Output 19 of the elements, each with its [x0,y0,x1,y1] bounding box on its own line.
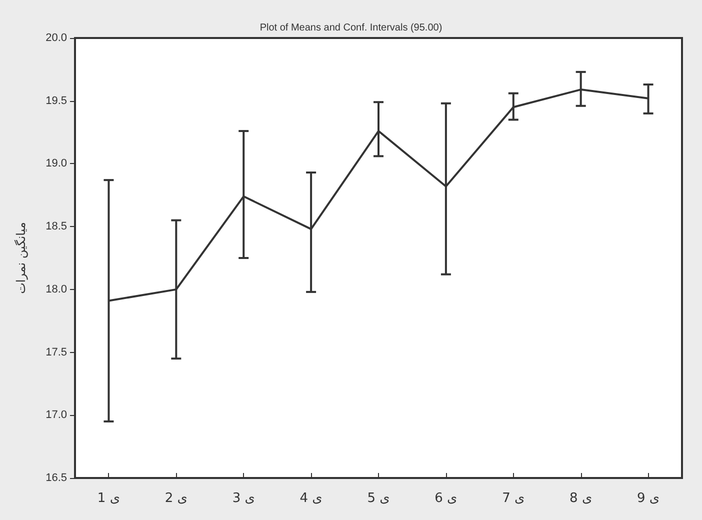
x-tick-label: ی 9 [636,491,660,506]
x-tick-label: ی 2 [164,491,188,506]
x-tick-label: ی 7 [502,491,525,506]
x-tick-label: ی 1 [97,491,120,506]
y-tick-label: 17.5 [46,346,67,358]
y-tick-label: 19.5 [46,94,67,107]
chart-title: Plot of Means and Conf. Intervals (95.00) [260,22,442,34]
x-tick-label: ی 6 [434,491,458,506]
y-tick-label: 19.0 [46,158,67,170]
y-tick-label: 17.0 [46,409,67,422]
x-tick-label: ی 3 [232,491,255,506]
y-tick-label: 16.5 [46,472,67,484]
y-tick-label: 18.0 [46,283,67,296]
x-tick-label: ی 4 [300,491,322,506]
x-tick-label: ی 8 [570,491,592,506]
y-tick-label: 18.5 [46,220,67,233]
y-axis-title: میانگین نمرات [14,222,28,294]
x-tick-label: ی 5 [367,491,390,506]
y-tick-label: 20.0 [46,32,67,44]
